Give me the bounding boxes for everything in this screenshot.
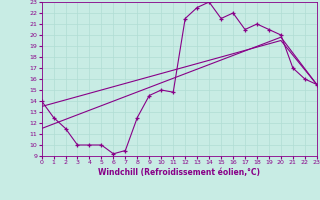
X-axis label: Windchill (Refroidissement éolien,°C): Windchill (Refroidissement éolien,°C): [98, 168, 260, 177]
